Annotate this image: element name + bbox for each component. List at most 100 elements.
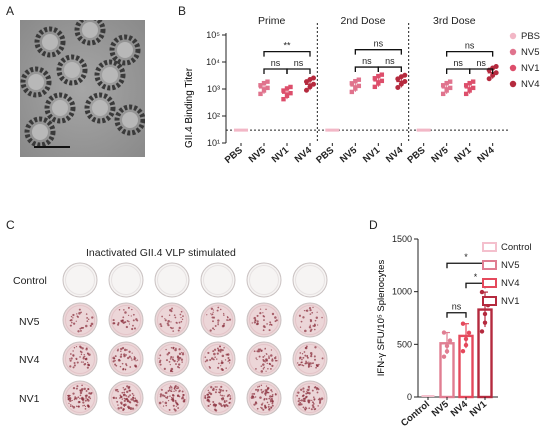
elispot-spot [216,347,219,350]
elispot-spot [70,357,73,360]
elispot-spot [165,348,167,351]
elispot-spot [262,390,265,392]
elispot-spot [69,394,71,397]
elispot-spot [83,404,86,407]
elispot-spot [265,308,267,311]
elispot-spot [164,396,167,399]
elispot-spot [255,322,259,326]
elispot-spot [275,356,277,358]
elispot-spot [177,365,179,368]
elispot-well-rim [111,383,141,413]
elispot-spot [71,321,73,324]
elispot-spot [174,399,177,402]
elispot-spot [121,398,124,400]
elispot-spot [305,345,308,348]
b-data-point [470,79,476,84]
elispot-spot [72,322,76,325]
elispot-spot [270,397,273,401]
elispot-spot [163,367,166,370]
elispot-spot [81,347,84,350]
elispot-spot [318,400,322,404]
b-x-tick-label: PBS [406,145,428,166]
elispot-spot [219,350,222,353]
elispot-spot [303,408,306,410]
elispot-spot [207,397,209,399]
b-y-tick-label: 10¹ [207,138,220,148]
elispot-spot [88,395,91,399]
elispot-spot [219,389,222,392]
elispot-spot [207,404,210,408]
elispot-spot [176,360,179,363]
b-data-point [402,72,408,78]
elispot-spot [212,311,214,313]
elispot-spot [271,395,274,398]
d-data-point [463,342,469,348]
elispot-spot [182,398,185,400]
elispot-spot [302,399,305,402]
elispot-spot [260,403,264,406]
d-y-axis-label: IFN-γ SFU/10⁵ Splenocytes [376,260,387,377]
b-data-point [353,78,358,84]
elispot-spot [169,395,171,397]
elispot-spot [167,400,170,402]
elispot-well [292,262,328,298]
elispot-spot [262,325,266,328]
elispot-spot [68,358,71,360]
elispot-spot [271,391,273,393]
elispot-spot [171,370,174,373]
d-data-point [479,329,485,334]
elispot-spot [83,353,85,356]
elispot-spot [219,346,221,348]
elispot-spot [227,319,229,321]
elispot-spot [310,328,313,331]
elispot-spot [209,366,212,369]
elispot-spot [178,391,180,393]
elispot-spot [310,355,313,358]
elispot-spot [306,309,309,312]
elispot-spot [219,348,223,352]
elispot-spot [227,357,230,360]
elispot-spot [171,394,175,397]
vlp-particle-core [42,34,58,50]
elispot-spot [125,395,128,397]
elispot-spot [271,364,274,368]
elispot-spot [268,397,271,400]
d-legend-label: NV1 [501,296,519,307]
elispot-spot [167,395,169,398]
elispot-spot [166,353,169,356]
elispot-spot [164,318,166,320]
b-sig-label: ns [453,58,463,68]
elispot-spot [167,324,170,327]
elispot-spot [271,393,274,396]
elispot-well-rim [65,383,95,413]
elispot-spot [78,308,81,311]
elispot-spot [214,356,216,358]
elispot-spot [171,388,173,390]
b-sig-bracket [354,49,402,55]
elispot-spot [178,356,181,360]
elispot-well [200,380,236,416]
elispot-spot [271,404,274,407]
elispot-spot [225,389,228,392]
elispot-spot [169,370,173,373]
b-x-tick-label: NV4 [384,144,406,165]
elispot-spot [126,319,129,322]
elispot-spot [85,348,88,351]
elispot-spot [211,316,214,319]
b-data-point [265,85,270,91]
b-sig-bracket [377,66,402,73]
elispot-spot [297,400,300,403]
elispot-spot [221,394,224,397]
elispot-spot [173,359,176,363]
elispot-spot [209,329,212,332]
elispot-spot [178,348,181,351]
elispot-spot [304,354,307,357]
elispot-spot [116,349,119,352]
elispot-well-rim [295,344,325,374]
elispot-spot [307,365,310,368]
d-sig-label: * [474,272,478,282]
elispot-spot [132,396,135,399]
elispot-spot [315,387,318,390]
elispot-spot [269,321,272,324]
elispot-spot [128,355,131,358]
